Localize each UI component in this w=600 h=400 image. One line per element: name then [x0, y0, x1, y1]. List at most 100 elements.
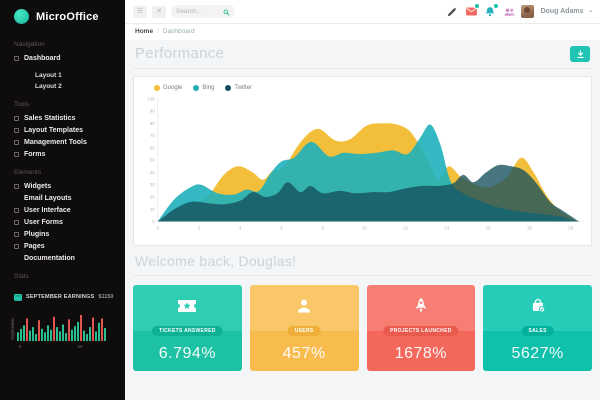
close-panel-button[interactable]: ✕: [152, 5, 166, 18]
calendar-icon: [14, 288, 22, 306]
svg-text:30: 30: [150, 182, 155, 187]
page-title-row: Performance: [133, 40, 592, 69]
sidebar-item-label: User Forms: [24, 218, 63, 226]
sidebar-item-layout-templates[interactable]: Layout Templates: [0, 124, 125, 136]
sidebar-item-label: Widgets: [24, 182, 52, 190]
avatar[interactable]: [520, 5, 534, 18]
search-icon[interactable]: [223, 3, 230, 21]
svg-text:80: 80: [150, 121, 155, 126]
svg-text:70: 70: [150, 133, 155, 138]
sidebar-item-label: Plugins: [24, 230, 50, 238]
sidebar-item-management-tools[interactable]: Management Tools: [0, 136, 125, 148]
performance-area-chart: 0 10 20 30 40 50 60 70 80 90 100 0 2 4 6 8 10 12 14 16 18 20: [147, 96, 582, 230]
item-icon: [14, 127, 19, 133]
chevron-down-icon[interactable]: ▾: [589, 8, 592, 15]
item-icon: [14, 231, 19, 237]
sidebar-toggle-button[interactable]: ☰: [133, 5, 147, 18]
download-button[interactable]: [570, 45, 590, 62]
stat-cards: 6.794% TICKETS ANSWERED 457% USERS 1678% PROJ…: [133, 285, 592, 371]
welcome-row: Welcome back, Douglas!: [133, 246, 592, 276]
svg-text:0: 0: [19, 344, 22, 349]
earnings-value: $1150: [98, 294, 114, 300]
stat-value: 457%: [282, 345, 326, 362]
svg-text:20: 20: [568, 225, 573, 230]
item-icon: [14, 115, 19, 121]
mail-icon[interactable]: [465, 3, 480, 18]
item-icon: [14, 55, 19, 61]
sidebar-subitem-layout-1[interactable]: Layout 1: [35, 72, 62, 79]
sidebar-item-user-forms[interactable]: User Forms: [0, 216, 125, 228]
legend-item-google[interactable]: Google: [154, 85, 182, 91]
card-bottom: 5627%: [483, 331, 592, 371]
svg-text:50: 50: [150, 158, 155, 163]
sidebar-item-pages[interactable]: Pages: [0, 240, 125, 252]
svg-text:10: 10: [362, 225, 367, 230]
main-area: ☰ ✕ Doug Adams ▾ Home / Dashboard Perfor…: [125, 0, 600, 400]
page-title: Performance: [135, 45, 225, 62]
pencil-icon[interactable]: [446, 5, 459, 18]
sidebar-item-dashboard[interactable]: Dashboard: [0, 52, 125, 64]
svg-text:4: 4: [239, 225, 242, 230]
card-top: [483, 285, 592, 331]
user-menu[interactable]: Doug Adams: [540, 8, 584, 15]
stat-label: SALES: [521, 326, 554, 336]
breadcrumb-current[interactable]: Dashboard: [162, 28, 195, 35]
sidebar-item-user-interface[interactable]: User Interface: [0, 204, 125, 216]
bag-icon: [530, 298, 546, 318]
users-icon[interactable]: [503, 5, 516, 18]
legend-item-bing[interactable]: Bing: [193, 85, 214, 91]
stat-card-sales: 5627% SALES: [483, 285, 592, 371]
svg-text:6: 6: [280, 225, 283, 230]
sidebar-item-label: Dashboard: [24, 54, 61, 62]
notification-badge: [474, 3, 480, 9]
legend-dot: [225, 85, 232, 91]
svg-text:18: 18: [527, 225, 532, 230]
card-top: [249, 285, 359, 331]
legend-label: Bing: [202, 85, 215, 91]
stat-value: 1678%: [394, 345, 448, 362]
search-input[interactable]: [176, 8, 220, 15]
sidebar-item-email-layouts[interactable]: Email Layouts: [0, 192, 125, 204]
card-bottom: 1678%: [366, 331, 476, 371]
sidebar-item-documentation[interactable]: Documentation: [0, 252, 125, 264]
bell-icon[interactable]: [484, 3, 499, 18]
mini-bar-chart: 0 20: [17, 315, 106, 349]
sidebar-item-label: Management Tools: [24, 138, 87, 146]
sidebar-item-label: Forms: [24, 150, 46, 158]
sidebar-subitem-layout-2[interactable]: Layout 2: [35, 83, 62, 90]
svg-text:16: 16: [486, 225, 491, 230]
stat-card-tickets-answered: 6.794% TICKETS ANSWERED: [133, 285, 242, 371]
card-top: [366, 285, 476, 331]
sidebar-item-label: Pages: [24, 242, 45, 250]
logo-text: MicroOffice: [36, 10, 99, 23]
svg-text:20: 20: [150, 195, 155, 200]
sidebar-item-label: Sales Statistics: [24, 114, 76, 122]
svg-text:14: 14: [444, 225, 449, 230]
item-icon: [14, 219, 19, 225]
performance-chart-card: Google Bing Twitter 0 10 20 30 40 50 60 70 80 90 100…: [133, 76, 592, 246]
stat-value: 6.794%: [158, 345, 216, 362]
card-top: [133, 285, 242, 331]
legend-item-twitter[interactable]: Twitter: [225, 85, 252, 91]
stat-label: PROJECTS LAUNCHED: [383, 326, 459, 336]
sidebar-item-plugins[interactable]: Plugins: [0, 228, 125, 240]
section-label-tools: Tools: [14, 101, 30, 108]
sidebar-item-widgets[interactable]: Widgets: [0, 180, 125, 192]
item-icon: [14, 139, 19, 145]
user-icon: [296, 298, 312, 319]
svg-text:40: 40: [150, 170, 155, 175]
item-icon: [14, 243, 19, 249]
breadcrumb-home[interactable]: Home: [135, 28, 154, 35]
sidebar-item-forms[interactable]: Forms: [0, 148, 125, 160]
sidebar-item-sales-statistics[interactable]: Sales Statistics: [0, 112, 125, 124]
item-icon: [14, 183, 19, 189]
welcome-title: Welcome back, Douglas!: [135, 253, 297, 269]
svg-text:12: 12: [403, 225, 408, 230]
sidebar-nav: Navigation Dashboard Layout 1 Layout 2 Tools…: [0, 32, 125, 264]
search-box[interactable]: [171, 5, 235, 18]
section-label-stats: Stats: [14, 273, 29, 280]
logo[interactable]: MicroOffice: [0, 0, 125, 32]
mini-chart-ylabel: September: [10, 317, 15, 340]
svg-text:0: 0: [156, 225, 159, 230]
